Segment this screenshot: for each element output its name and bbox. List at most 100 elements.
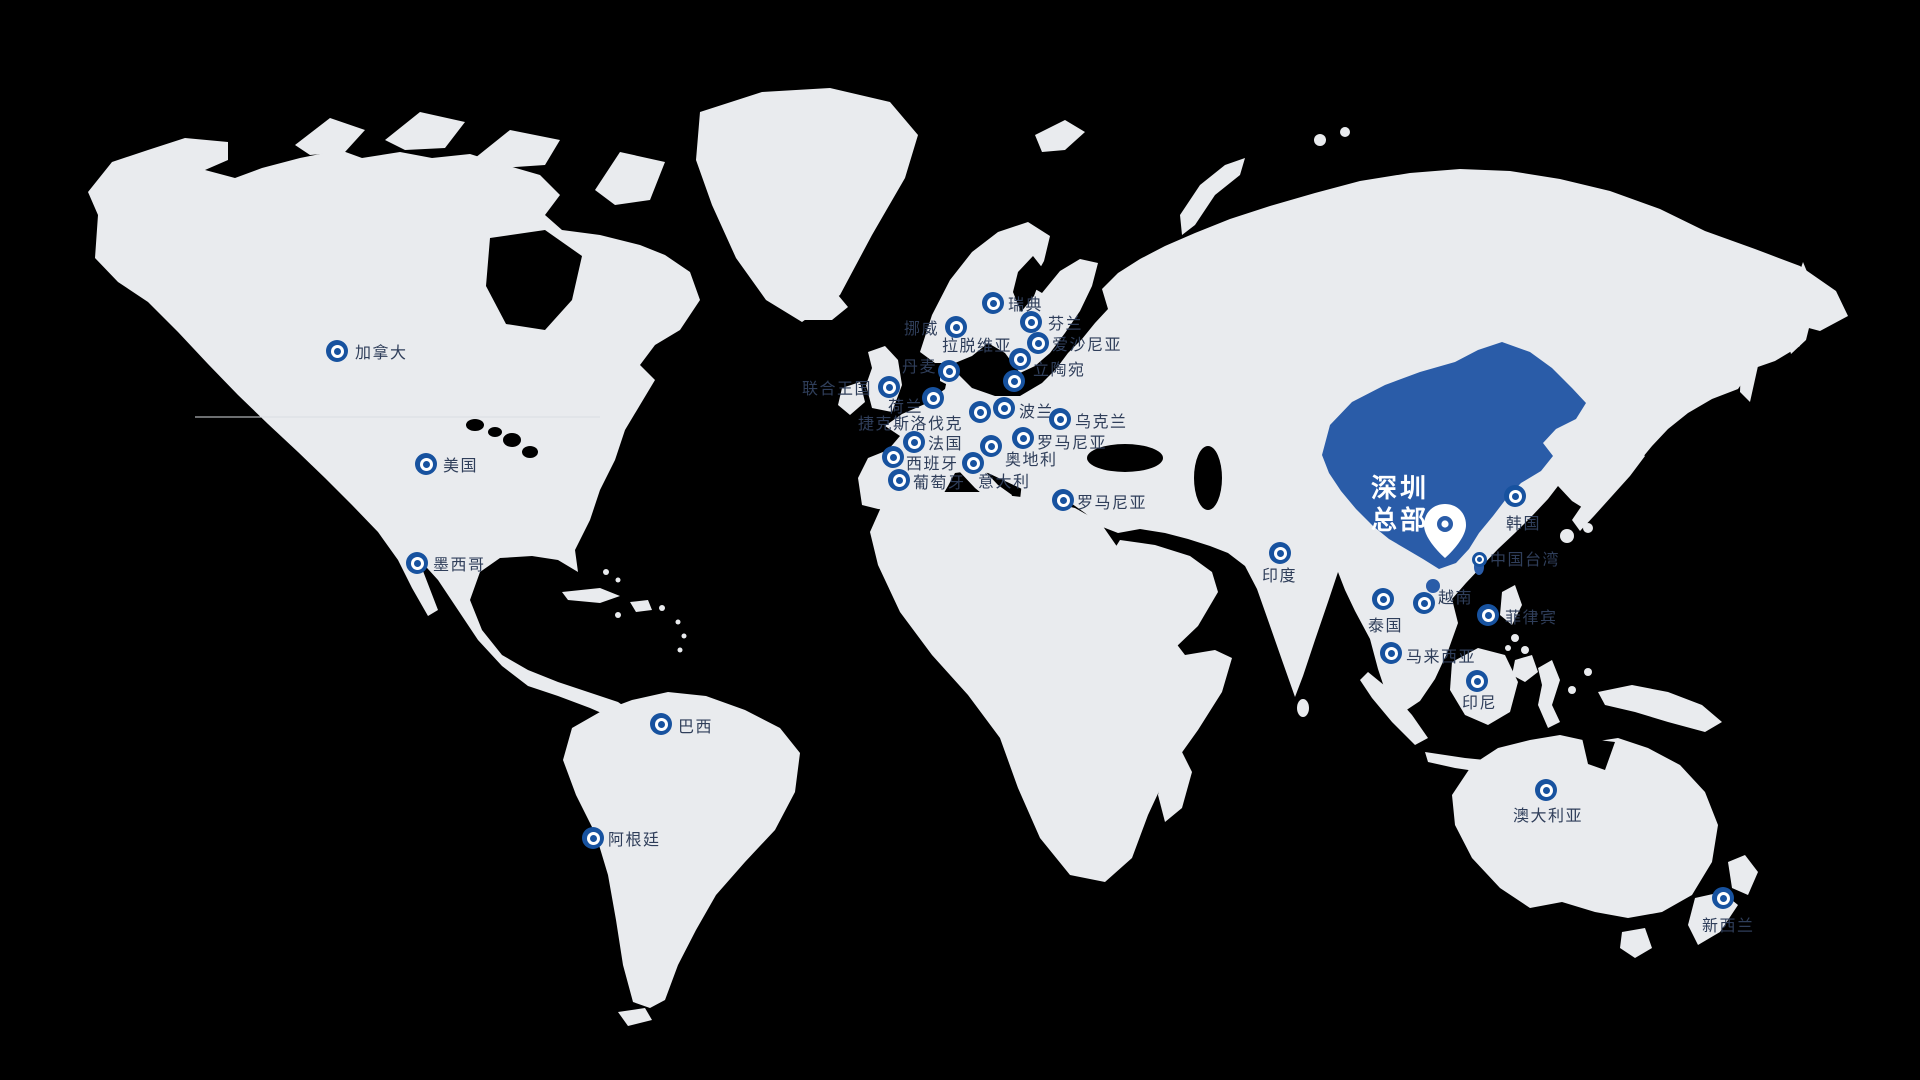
location-marker-philippines[interactable] bbox=[1477, 604, 1499, 626]
marker-dot bbox=[989, 299, 997, 307]
location-marker-romania-south[interactable] bbox=[1052, 489, 1074, 511]
tierra-del-fuego bbox=[618, 1008, 652, 1026]
honshu bbox=[1572, 448, 1645, 531]
location-label-spain: 西班牙 bbox=[906, 454, 959, 473]
continent-africa bbox=[870, 492, 1232, 882]
marker-dot bbox=[589, 834, 597, 842]
location-marker-ukraine[interactable] bbox=[1049, 408, 1071, 430]
location-label-poland: 波兰 bbox=[1019, 402, 1055, 421]
shikoku bbox=[1583, 523, 1593, 533]
location-marker-romania-north[interactable] bbox=[1012, 427, 1034, 449]
marker-dot bbox=[1027, 318, 1035, 326]
greenland bbox=[696, 88, 918, 322]
location-marker-united-kingdom[interactable] bbox=[878, 376, 900, 398]
location-marker-czech-slovakia[interactable] bbox=[969, 401, 991, 423]
location-label-estonia: 爱沙尼亚 bbox=[1052, 335, 1123, 354]
hq-line2: 总部 bbox=[1371, 505, 1430, 536]
location-marker-latvia[interactable] bbox=[1009, 348, 1031, 370]
location-label-romania-north: 罗马尼亚 bbox=[1037, 433, 1108, 452]
location-marker-poland[interactable] bbox=[993, 397, 1015, 419]
hq-pin-icon[interactable] bbox=[1423, 502, 1467, 560]
location-marker-portugal[interactable] bbox=[888, 469, 910, 491]
location-marker-canada[interactable] bbox=[326, 340, 348, 362]
location-marker-australia[interactable] bbox=[1535, 779, 1557, 801]
location-marker-denmark[interactable] bbox=[938, 360, 960, 382]
location-label-indonesia: 印尼 bbox=[1462, 693, 1498, 712]
location-marker-indonesia[interactable] bbox=[1466, 670, 1488, 692]
hispaniola bbox=[630, 600, 652, 612]
marker-dot bbox=[929, 394, 937, 402]
hainan-island bbox=[1426, 579, 1440, 593]
location-label-italy: 意大利 bbox=[978, 472, 1031, 491]
new-guinea bbox=[1598, 685, 1722, 732]
location-marker-taiwan-china[interactable] bbox=[1471, 551, 1487, 567]
location-marker-spain[interactable] bbox=[882, 446, 904, 468]
marker-dot bbox=[1420, 599, 1428, 607]
location-marker-new-zealand[interactable] bbox=[1712, 887, 1734, 909]
location-marker-sweden[interactable] bbox=[982, 292, 1004, 314]
location-marker-estonia[interactable] bbox=[1027, 332, 1049, 354]
location-marker-lithuania[interactable] bbox=[1003, 370, 1025, 392]
location-label-south-korea: 韩国 bbox=[1506, 514, 1542, 533]
sumatra bbox=[1360, 672, 1428, 745]
kamchatka bbox=[1783, 262, 1817, 354]
mindanao bbox=[1512, 655, 1538, 682]
arctic-island bbox=[295, 118, 365, 155]
ireland bbox=[838, 382, 865, 415]
location-label-austria: 奥地利 bbox=[1005, 450, 1058, 469]
tasmania bbox=[1620, 928, 1652, 958]
location-label-portugal: 葡萄牙 bbox=[913, 473, 966, 492]
location-marker-india[interactable] bbox=[1269, 542, 1291, 564]
caribbean-island bbox=[659, 605, 665, 611]
marker-dot bbox=[1016, 355, 1024, 363]
marker-dot bbox=[1511, 492, 1519, 500]
marker-dot bbox=[1484, 611, 1492, 619]
location-marker-mexico[interactable] bbox=[406, 552, 428, 574]
location-marker-netherlands[interactable] bbox=[922, 387, 944, 409]
location-marker-usa[interactable] bbox=[415, 453, 437, 475]
location-label-malaysia: 马来西亚 bbox=[1406, 647, 1477, 666]
novaya-zemlya bbox=[1180, 158, 1245, 235]
location-marker-france[interactable] bbox=[903, 431, 925, 453]
sulawesi bbox=[1538, 660, 1560, 728]
location-marker-south-korea[interactable] bbox=[1504, 485, 1526, 507]
caspian-sea bbox=[1194, 446, 1222, 510]
caribbean-island bbox=[615, 577, 621, 583]
location-marker-malaysia[interactable] bbox=[1380, 642, 1402, 664]
caribbean-island bbox=[681, 633, 687, 639]
caribbean-island bbox=[677, 647, 683, 653]
location-marker-argentina[interactable] bbox=[582, 827, 604, 849]
arctic-island bbox=[385, 112, 465, 150]
new-zealand-north bbox=[1728, 855, 1758, 895]
marker-dot bbox=[1034, 339, 1042, 347]
location-label-ukraine: 乌克兰 bbox=[1075, 412, 1128, 431]
marker-dot bbox=[1379, 595, 1387, 603]
location-label-mexico: 墨西哥 bbox=[433, 555, 486, 574]
location-label-thailand: 泰国 bbox=[1368, 616, 1404, 635]
hokkaido bbox=[1608, 420, 1628, 440]
marker-dot bbox=[1019, 434, 1027, 442]
caribbean-island bbox=[603, 569, 609, 575]
location-marker-austria[interactable] bbox=[980, 435, 1002, 457]
great-lake bbox=[522, 446, 538, 458]
location-label-norway: 挪威 bbox=[903, 319, 939, 338]
location-marker-thailand[interactable] bbox=[1372, 588, 1394, 610]
marker-dot bbox=[1387, 649, 1395, 657]
location-label-vietnam: 越南 bbox=[1438, 588, 1474, 607]
location-marker-vietnam[interactable] bbox=[1413, 592, 1435, 614]
hq-label: 深圳 总部 bbox=[1371, 474, 1429, 537]
location-marker-brazil[interactable] bbox=[650, 713, 672, 735]
location-label-canada: 加拿大 bbox=[355, 343, 408, 362]
location-label-finland: 芬兰 bbox=[1048, 314, 1084, 333]
marker-dot bbox=[969, 459, 977, 467]
sri-lanka bbox=[1297, 699, 1309, 717]
location-label-lithuania: 立陶宛 bbox=[1033, 360, 1086, 379]
arctic-island bbox=[1314, 134, 1326, 146]
location-marker-norway[interactable] bbox=[945, 316, 967, 338]
location-marker-finland[interactable] bbox=[1020, 311, 1042, 333]
location-marker-italy[interactable] bbox=[962, 452, 984, 474]
gulf-of-carpentaria bbox=[1582, 738, 1615, 770]
visayas bbox=[1521, 646, 1529, 654]
